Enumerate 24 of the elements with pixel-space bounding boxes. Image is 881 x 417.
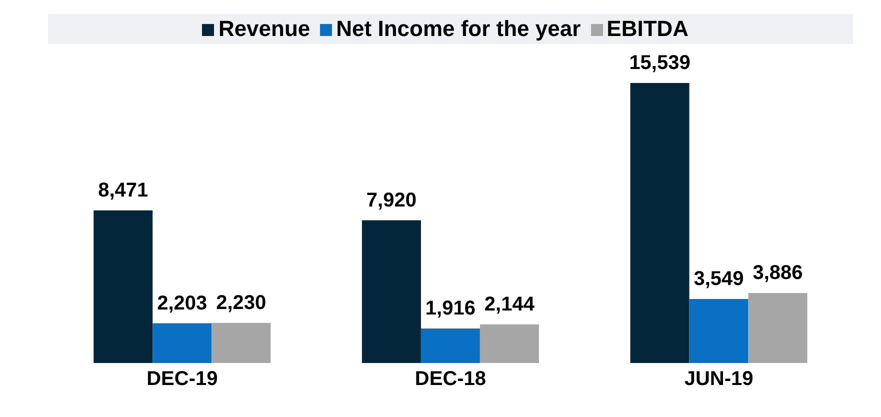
- legend-label: Revenue: [218, 16, 310, 41]
- data-label: 3,549: [694, 268, 744, 290]
- x-tick-label: DEC-18: [414, 368, 486, 390]
- data-label: 2,230: [216, 292, 266, 314]
- bar: [362, 220, 421, 363]
- data-label: 2,144: [484, 293, 536, 316]
- data-label: 15,539: [629, 52, 690, 74]
- data-label: 2,203: [157, 292, 208, 314]
- x-tick-label: DEC-19: [146, 368, 218, 390]
- legend-label: Net Income for the year: [336, 16, 581, 41]
- data-label: 1,916: [425, 297, 476, 320]
- bar: [748, 292, 808, 363]
- bar: [152, 323, 212, 363]
- bar: [630, 83, 690, 363]
- legend-label: EBITDA: [606, 16, 689, 41]
- x-tick-label: JUN-19: [684, 368, 754, 390]
- bar: [420, 328, 480, 363]
- data-label: 7,920: [366, 189, 416, 212]
- bar: [212, 322, 271, 363]
- bar: [94, 210, 153, 363]
- bar: [689, 299, 748, 363]
- data-label: 8,471: [98, 179, 148, 202]
- bar: [480, 324, 539, 363]
- data-label: 3,886: [752, 262, 803, 284]
